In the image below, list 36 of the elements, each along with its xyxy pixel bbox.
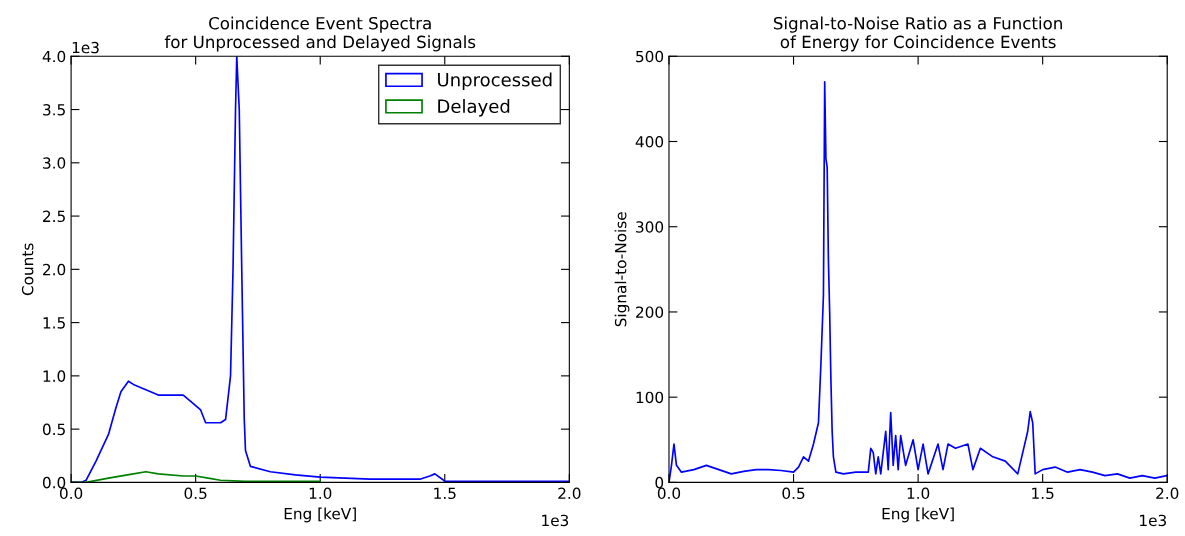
y-tick-label: 100 xyxy=(636,391,664,404)
x-axis-title: Eng [keV] xyxy=(284,507,356,523)
y-tick-label: 0.0 xyxy=(42,476,66,489)
y-tick-label: 1.0 xyxy=(43,370,66,382)
x-tick-label: 1.0 xyxy=(907,487,930,500)
y-axis-title: Signal-to-Noise xyxy=(614,212,630,327)
chart-title: Signal-to-Noise Ratio as a Function of Energy for Coincidence Events xyxy=(773,16,1062,52)
text: 1e3 xyxy=(542,514,569,527)
y-tick-label: 400 xyxy=(635,135,664,148)
y-axis-title: Counts xyxy=(21,243,34,296)
y-tick-label: 2.0 xyxy=(43,263,66,276)
y-tick-label: 4.0 xyxy=(42,50,66,63)
x-tick-label: 0.5 xyxy=(184,487,207,500)
x-tick-label: 0.0 xyxy=(59,487,83,500)
y-tick-label: 3.0 xyxy=(43,157,66,169)
x-tick-label: 1.0 xyxy=(309,487,332,500)
y-tick-label: 300 xyxy=(636,221,664,233)
y-tick-label: 3.5 xyxy=(43,104,65,116)
text: 1e3 xyxy=(1140,514,1166,527)
y-tick-label: 2.5 xyxy=(43,210,65,223)
y-tick-label: 200 xyxy=(636,306,664,318)
legend-label: Unprocessed xyxy=(438,72,552,90)
x-axis-title: Eng [keV] xyxy=(882,507,954,523)
y-tick-label: 0 xyxy=(655,476,664,489)
x-tick-label: 2.0 xyxy=(558,487,581,500)
x-tick-label: 1.5 xyxy=(1032,487,1054,500)
y-tick-label: 500 xyxy=(636,50,664,63)
x-tick-label: 1.5 xyxy=(434,487,456,500)
text: 1e3 xyxy=(72,41,99,54)
x-tick-label: 0.0 xyxy=(657,487,681,500)
legend-label: Delayed xyxy=(438,99,510,117)
y-tick-label: 1.5 xyxy=(43,317,65,329)
x-tick-label: 0.5 xyxy=(782,487,805,500)
chart-title: Coincidence Event Spectra for Unprocessed and Delayed Signals xyxy=(164,16,476,52)
y-tick-label: 0.5 xyxy=(42,423,65,436)
x-tick-label: 2.0 xyxy=(1156,487,1179,500)
